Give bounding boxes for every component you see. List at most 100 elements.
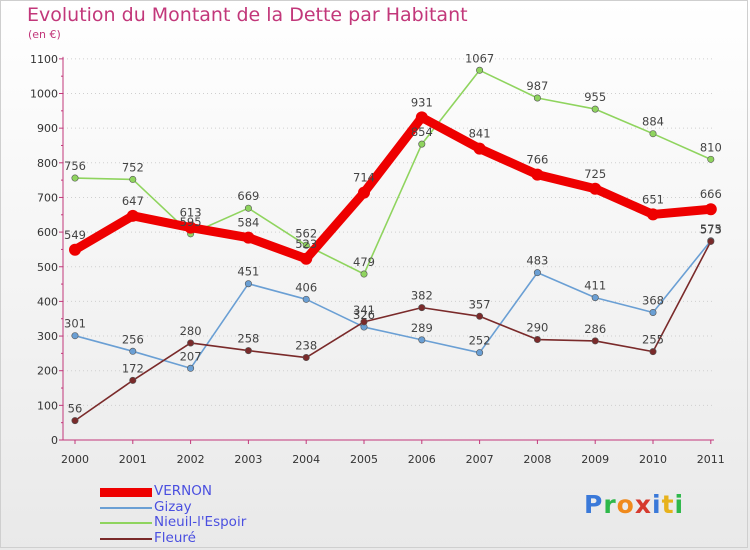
legend-swatch bbox=[100, 522, 152, 524]
data-point bbox=[418, 336, 426, 344]
legend-label: Fleuré bbox=[154, 529, 196, 546]
data-label: 1067 bbox=[465, 51, 494, 65]
data-point bbox=[533, 336, 541, 344]
y-tick-label: 200 bbox=[37, 365, 58, 378]
series-vernon bbox=[69, 111, 717, 265]
data-label: 255 bbox=[642, 333, 664, 347]
data-label: 756 bbox=[64, 159, 86, 173]
data-label: 573 bbox=[700, 222, 722, 236]
series-line bbox=[70, 112, 716, 264]
legend-swatch bbox=[100, 537, 152, 540]
data-point bbox=[69, 243, 81, 256]
chart-title: Evolution du Montant de la Dette par Hab… bbox=[27, 4, 468, 26]
data-label: 256 bbox=[122, 332, 144, 346]
data-point bbox=[591, 294, 599, 302]
data-point bbox=[533, 94, 541, 102]
data-point bbox=[302, 354, 310, 362]
axes: 0 100 200 300 400 500 600 700 800 900 1000 1100 2000… bbox=[30, 53, 725, 466]
data-label: 613 bbox=[180, 206, 202, 220]
x-tick-label: 2005 bbox=[350, 453, 378, 466]
data-label: 411 bbox=[584, 279, 606, 293]
data-point bbox=[129, 175, 137, 183]
x-tick-label: 2009 bbox=[581, 453, 609, 466]
data-label: 669 bbox=[237, 189, 259, 203]
x-tick-label: 2008 bbox=[523, 453, 551, 466]
data-label: 854 bbox=[411, 125, 433, 139]
data-label: 258 bbox=[237, 332, 259, 346]
data-point bbox=[531, 168, 544, 181]
data-point bbox=[476, 312, 484, 320]
data-point bbox=[707, 155, 715, 163]
data-point bbox=[649, 348, 657, 356]
data-point bbox=[360, 270, 368, 278]
data-label: 341 bbox=[353, 303, 375, 317]
data-label: 368 bbox=[642, 293, 664, 307]
data-point bbox=[71, 332, 79, 340]
data-label: 931 bbox=[411, 95, 433, 109]
data-point bbox=[649, 130, 657, 138]
series-line bbox=[74, 240, 712, 422]
legend-swatch bbox=[100, 488, 152, 497]
data-label: 987 bbox=[526, 79, 548, 93]
data-label: 523 bbox=[295, 237, 317, 251]
data-point bbox=[649, 308, 657, 316]
data-label: 549 bbox=[64, 228, 86, 242]
data-label: 725 bbox=[584, 167, 606, 181]
data-label: 562 bbox=[295, 226, 317, 240]
data-point bbox=[302, 295, 310, 303]
y-tick-label: 0 bbox=[51, 434, 58, 447]
data-point bbox=[71, 417, 79, 425]
data-label: 301 bbox=[64, 317, 86, 331]
legend-swatch bbox=[100, 506, 152, 509]
data-label: 647 bbox=[122, 194, 144, 208]
data-point bbox=[358, 186, 370, 199]
series-group bbox=[69, 66, 717, 425]
x-tick-label: 2001 bbox=[119, 453, 147, 466]
y-tick-label: 500 bbox=[37, 261, 58, 274]
data-point bbox=[244, 280, 252, 288]
logo-letter: r bbox=[603, 490, 617, 519]
logo-letter: i bbox=[652, 490, 662, 519]
data-label: 56 bbox=[68, 402, 83, 416]
series-line bbox=[74, 239, 712, 370]
data-point bbox=[302, 241, 310, 249]
proxiti-logo: Proxiti bbox=[584, 490, 684, 519]
legend-label: Nieuil-l'Espoir bbox=[154, 514, 247, 530]
data-label: 651 bbox=[642, 192, 664, 206]
data-label: 714 bbox=[353, 171, 375, 185]
data-label: 172 bbox=[122, 361, 144, 375]
x-tick-label: 2006 bbox=[408, 453, 436, 466]
data-label: 595 bbox=[180, 215, 202, 229]
x-tick-label: 2011 bbox=[697, 453, 725, 466]
data-point bbox=[244, 347, 252, 355]
x-tick-label: 2002 bbox=[177, 453, 205, 466]
data-label: 382 bbox=[411, 289, 433, 303]
data-point bbox=[476, 349, 484, 357]
x-tick-label: 2010 bbox=[639, 453, 667, 466]
data-point bbox=[589, 182, 602, 195]
data-point bbox=[126, 209, 139, 222]
data-label: 238 bbox=[295, 339, 317, 353]
series-line bbox=[74, 69, 712, 275]
data-label: 666 bbox=[700, 187, 722, 201]
data-point bbox=[591, 105, 599, 113]
data-point bbox=[244, 204, 252, 212]
y-tick-label: 1100 bbox=[30, 53, 58, 66]
data-point bbox=[647, 208, 659, 221]
y-tick-label: 1000 bbox=[30, 88, 58, 101]
y-tick-label: 400 bbox=[37, 295, 58, 308]
data-label: 955 bbox=[584, 90, 606, 104]
data-label: 280 bbox=[180, 324, 202, 338]
data-label: 290 bbox=[526, 321, 548, 335]
y-tick-label: 300 bbox=[37, 330, 58, 343]
logo-letter: i bbox=[674, 490, 685, 519]
data-point bbox=[415, 111, 428, 124]
data-point bbox=[533, 269, 541, 277]
data-point bbox=[187, 364, 195, 372]
data-point bbox=[129, 347, 137, 355]
logo-letter: x bbox=[634, 490, 652, 519]
data-point bbox=[476, 66, 484, 74]
data-point bbox=[418, 140, 426, 148]
data-point bbox=[707, 237, 715, 245]
